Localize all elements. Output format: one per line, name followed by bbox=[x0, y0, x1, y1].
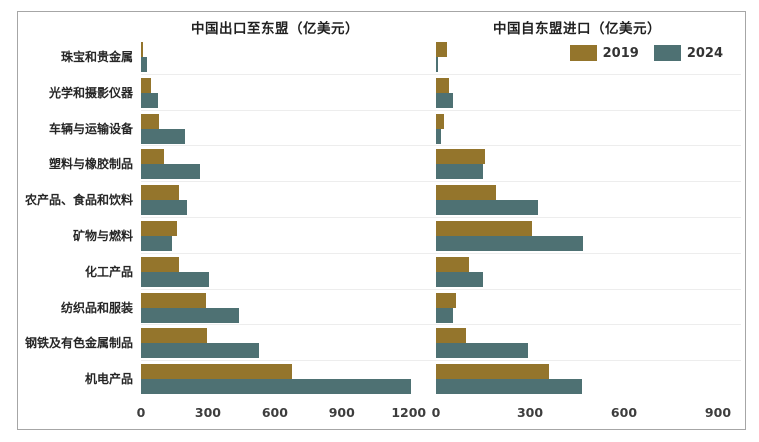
x-tick-label: 900 bbox=[704, 405, 732, 420]
bar-2019 bbox=[141, 221, 177, 236]
bar-2024 bbox=[141, 379, 411, 395]
x-tick-label: 0 bbox=[136, 405, 146, 420]
category-label: 化工产品 bbox=[84, 264, 133, 279]
legend-label-2019: 2019 bbox=[602, 45, 639, 61]
bar-2024 bbox=[141, 236, 173, 251]
legend: 2019 2024 bbox=[569, 45, 723, 61]
bar-2019 bbox=[141, 292, 206, 308]
bar-2019 bbox=[141, 256, 179, 272]
gridline bbox=[141, 288, 741, 290]
bar-2024 bbox=[436, 57, 438, 72]
bar-2024 bbox=[141, 200, 187, 216]
x-tick-label: 300 bbox=[516, 405, 544, 420]
bar-2024 bbox=[436, 271, 483, 287]
category-label: 车辆与运输设备 bbox=[48, 121, 133, 136]
gridline bbox=[141, 73, 741, 75]
category-label: 农产品、食品和饮料 bbox=[24, 193, 133, 208]
category-label: 光学和摄影仪器 bbox=[48, 85, 133, 100]
bar-2019 bbox=[141, 113, 159, 129]
category-label: 塑料与橡胶制品 bbox=[48, 157, 133, 172]
category-label: 珠宝和贵金属 bbox=[60, 50, 133, 64]
bar-2024 bbox=[141, 92, 158, 108]
gridline bbox=[141, 324, 741, 326]
bar-2024 bbox=[141, 57, 147, 72]
gridline bbox=[141, 252, 741, 254]
bar-2024 bbox=[436, 307, 454, 323]
bar-2019 bbox=[436, 42, 447, 57]
chart-title-imports: 中国自东盟进口（亿美元） bbox=[493, 21, 661, 37]
legend-swatch-2024 bbox=[653, 45, 681, 61]
bar-2024 bbox=[141, 164, 201, 180]
bar-2024 bbox=[141, 128, 185, 144]
x-tick-label: 600 bbox=[261, 405, 288, 420]
bar-2024 bbox=[436, 379, 582, 395]
bar-2024 bbox=[436, 236, 584, 251]
bar-2024 bbox=[436, 92, 454, 108]
gridline bbox=[141, 181, 741, 183]
bar-2019 bbox=[141, 185, 179, 201]
bar-2024 bbox=[436, 164, 483, 180]
category-label: 纺织品和服装 bbox=[60, 300, 133, 315]
bar-2019 bbox=[141, 77, 152, 93]
bar-2019 bbox=[436, 328, 466, 344]
bar-2024 bbox=[436, 343, 529, 359]
chart-title-exports: 中国出口至东盟（亿美元） bbox=[191, 21, 359, 37]
category-label: 矿物与燃料 bbox=[72, 229, 133, 243]
bar-2024 bbox=[141, 307, 240, 323]
gridline bbox=[141, 145, 741, 147]
x-tick-label: 1200 bbox=[391, 405, 427, 420]
bar-2019 bbox=[436, 149, 485, 165]
bar-2024 bbox=[141, 271, 210, 287]
category-label: 机电产品 bbox=[84, 372, 133, 387]
x-tick-label: 300 bbox=[194, 405, 221, 420]
bar-2024 bbox=[436, 128, 441, 144]
x-tick-label: 600 bbox=[610, 405, 638, 420]
bar-2019 bbox=[141, 149, 165, 165]
bar-2024 bbox=[436, 200, 538, 216]
bar-2019 bbox=[436, 292, 457, 308]
bar-2024 bbox=[141, 343, 260, 359]
x-tick-label: 0 bbox=[431, 405, 441, 420]
x-tick-label: 900 bbox=[328, 405, 355, 420]
bar-2019 bbox=[436, 221, 532, 236]
legend-label-2024: 2024 bbox=[686, 45, 723, 61]
legend-swatch-2019 bbox=[569, 45, 597, 61]
gridline bbox=[141, 217, 741, 218]
gridline bbox=[141, 360, 741, 362]
chart-frame: 中国出口至东盟（亿美元） 中国自东盟进口（亿美元） 2019 2024 珠宝和贵… bbox=[17, 11, 746, 430]
bar-2019 bbox=[436, 185, 496, 201]
category-label: 钢铁及有色金属制品 bbox=[24, 336, 133, 351]
bar-2019 bbox=[141, 328, 207, 344]
bar-2019 bbox=[436, 113, 444, 129]
bar-2019 bbox=[436, 256, 469, 272]
gridline bbox=[141, 109, 741, 111]
bar-2019 bbox=[141, 364, 292, 380]
bar-2019 bbox=[436, 364, 549, 380]
bar-2019 bbox=[141, 42, 143, 57]
bar-2019 bbox=[436, 77, 449, 93]
